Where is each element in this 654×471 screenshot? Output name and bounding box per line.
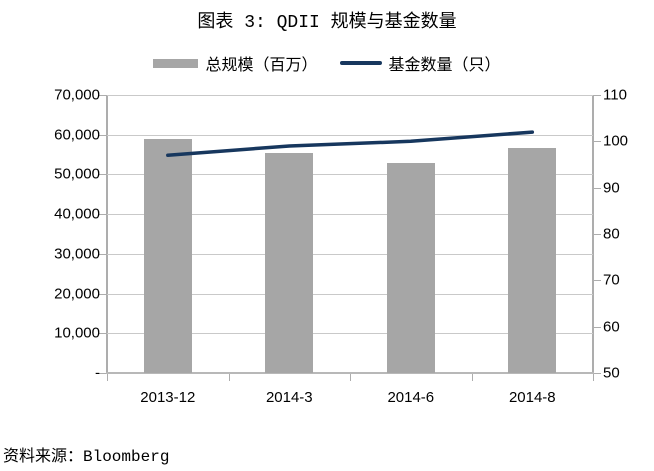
left-axis-tick: [99, 293, 106, 295]
x-axis-tick: [593, 374, 594, 381]
chart-title: 图表 3: QDII 规模与基金数量: [197, 13, 457, 33]
x-axis-label: 2013-12: [140, 389, 196, 406]
plot-area: [99, 95, 601, 381]
right-axis-tick: [594, 234, 601, 235]
bar-swatch-icon: [153, 58, 199, 68]
y-axis-label-left: 20,000: [54, 285, 100, 303]
legend-item-bars: 总规模（百万）: [153, 51, 318, 75]
y-axis-label-left: 40,000: [54, 205, 100, 223]
y-axis-label-right: 110: [603, 86, 627, 104]
y-axis-label-left: -: [95, 364, 100, 382]
right-axis-line: [592, 95, 594, 373]
left-axis-tick: [99, 174, 106, 176]
gridline: [107, 174, 593, 176]
y-axis-label-right: 100: [603, 132, 629, 150]
gridline: [107, 134, 593, 136]
right-axis-tick: [594, 141, 601, 143]
right-axis-tick: [594, 95, 601, 96]
right-axis-tick: [594, 373, 601, 374]
source-note: 资料来源：Bloomberg: [3, 448, 170, 466]
left-axis-tick: [99, 253, 106, 255]
x-axis-tick: [471, 374, 473, 381]
y-axis-label-left: 50,000: [54, 165, 100, 183]
x-axis-tick: [228, 374, 230, 381]
legend-label: 总规模（百万）: [205, 57, 318, 75]
bar-2013-12: [143, 138, 192, 373]
left-axis-tick: [99, 134, 106, 136]
x-axis-tick: [107, 374, 108, 381]
y-axis-label-right: 60: [603, 318, 620, 336]
left-axis-tick: [99, 373, 106, 374]
bar-2014-8: [508, 148, 557, 373]
left-axis-tick: [99, 333, 106, 335]
right-axis-tick: [594, 187, 601, 189]
gridline: [107, 293, 593, 295]
left-axis-labels: 70,000 60,000 50,000 40,000 30,000 20,000 10,0…: [0, 87, 100, 382]
left-axis-tick: [99, 95, 106, 96]
gridline: [107, 95, 593, 96]
gridline: [107, 214, 593, 216]
y-axis-label-left: 10,000: [54, 324, 100, 342]
left-axis-tick: [99, 214, 106, 216]
left-axis-line: [106, 95, 108, 373]
bar-2014-3: [265, 153, 314, 373]
y-axis-label-left: 30,000: [54, 245, 100, 263]
line-swatch-icon: [339, 61, 382, 65]
y-axis-label-right: 70: [603, 271, 620, 289]
right-axis-tick: [594, 326, 601, 328]
legend-item-line: 基金数量（只）: [339, 51, 501, 75]
y-axis-label-right: 80: [603, 225, 620, 243]
x-axis-label: 2014-8: [508, 389, 556, 406]
y-axis-label-right: 90: [603, 179, 620, 197]
fund-count-line: [166, 130, 535, 157]
legend-label: 基金数量（只）: [388, 57, 501, 75]
bar-2014-6: [386, 162, 435, 373]
x-axis-labels: 2013-12 2014-3 2014-6 2014-8: [107, 389, 593, 409]
right-axis-labels: 110 100 90 80 70 60 50: [603, 87, 651, 382]
bottom-axis-line: [106, 372, 594, 374]
gridline: [107, 333, 593, 335]
gridline: [107, 253, 593, 255]
x-axis-label: 2014-3: [265, 389, 313, 406]
right-axis-tick: [594, 280, 601, 282]
x-axis-label: 2014-6: [387, 389, 435, 406]
x-axis-tick: [350, 374, 351, 381]
y-axis-label-left: 70,000: [54, 86, 100, 104]
chart-legend: 总规模（百万） 基金数量（只）: [0, 51, 654, 75]
y-axis-label-right: 50: [603, 364, 620, 382]
y-axis-label-left: 60,000: [54, 126, 100, 144]
